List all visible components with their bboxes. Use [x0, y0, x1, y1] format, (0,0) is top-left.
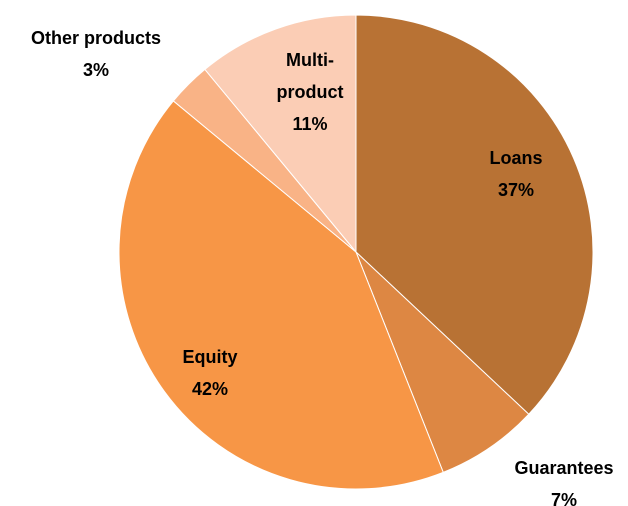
slice-category: Multi-product [276, 50, 344, 102]
slice-value: 37% [497, 180, 535, 200]
slice-value: 3% [82, 60, 109, 80]
pie-slice [204, 14, 357, 254]
slice-value: 42% [191, 379, 229, 399]
pie-slice [118, 100, 444, 490]
slice-label: Equity 42% [150, 341, 270, 405]
pie-slice [355, 251, 530, 474]
slice-category: Loans [489, 148, 543, 168]
slice-category: Other products [30, 28, 161, 48]
slice-value: 11% [292, 114, 328, 134]
slice-label: Guarantees 7% [484, 452, 628, 506]
slice-label: Other products 3% [0, 22, 196, 86]
slice-category: Guarantees [514, 458, 614, 478]
slice-label: Loans 37% [456, 142, 576, 206]
slice-value: 7% [550, 490, 577, 506]
pie-slice [355, 14, 594, 415]
slice-category: Equity [182, 347, 238, 367]
slice-label: Multi-product 11% [255, 44, 365, 140]
